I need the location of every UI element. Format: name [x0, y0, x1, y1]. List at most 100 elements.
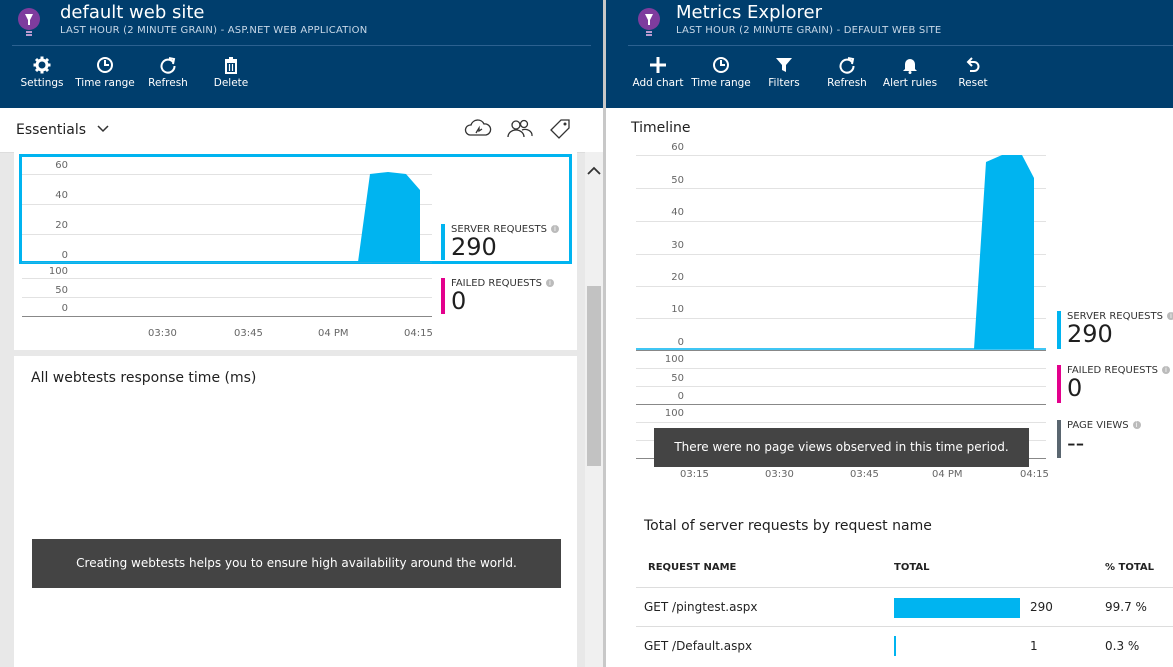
- plus-icon: [650, 57, 666, 73]
- server-requests-swatch: [441, 224, 445, 260]
- time-range-button[interactable]: Time range: [75, 56, 135, 89]
- server-requests-area: [22, 172, 432, 263]
- server-requests-label: SERVER REQUESTS i: [451, 224, 559, 235]
- info-icon[interactable]: i: [1161, 366, 1170, 374]
- request-name-cell: GET /pingtest.aspx: [644, 600, 758, 614]
- settings-button[interactable]: Settings: [18, 56, 66, 89]
- info-icon[interactable]: i: [550, 225, 559, 233]
- info-icon[interactable]: i: [545, 279, 554, 287]
- bell-icon: [903, 59, 917, 74]
- column-header-total[interactable]: TOTAL: [894, 562, 930, 573]
- y-tick-label: 0: [61, 250, 68, 261]
- y-tick-label: 50: [55, 285, 68, 296]
- alert-rules-button[interactable]: Alert rules: [882, 56, 938, 89]
- y-tick-label: 40: [55, 190, 68, 201]
- table-row[interactable]: GET /Default.aspx 1 0.3 %: [636, 627, 1173, 665]
- users-icon[interactable]: [506, 119, 534, 139]
- add-chart-button[interactable]: Add chart: [632, 56, 684, 89]
- refresh-icon: [160, 57, 176, 74]
- gridline: [636, 422, 1046, 423]
- scrollbar-thumb[interactable]: [587, 286, 601, 466]
- info-icon[interactable]: i: [1132, 421, 1141, 429]
- gridline: [636, 368, 1046, 369]
- scroll-up-icon[interactable]: [587, 166, 601, 176]
- time-range-button[interactable]: Time range: [691, 56, 751, 89]
- gridline: [22, 174, 432, 175]
- total-share-bar: [894, 636, 896, 656]
- percent-cell: 99.7 %: [1105, 600, 1147, 614]
- gear-icon: [33, 56, 51, 74]
- reset-button[interactable]: Reset: [951, 56, 995, 89]
- app-insights-lightbulb-icon: [638, 8, 660, 36]
- gridline: [636, 318, 1046, 319]
- y-tick-label: 100: [48, 266, 68, 277]
- y-tick-label: 20: [55, 220, 68, 231]
- essentials-toggle[interactable]: Essentials: [16, 122, 109, 138]
- clock-icon: [713, 57, 729, 73]
- header-divider: [12, 45, 591, 46]
- y-tick-label: 0: [61, 303, 68, 314]
- left-chart-panel: [14, 152, 577, 350]
- gridline: [22, 278, 432, 279]
- requests-table-title: Total of server requests by request name: [644, 518, 932, 534]
- x-tick-label: 03:15: [680, 469, 709, 480]
- y-tick-label: 0: [677, 391, 684, 402]
- right-blade-header: Metrics Explorer LAST HOUR (2 MINUTE GRA…: [606, 0, 1173, 108]
- x-tick-label: 04 PM: [318, 328, 349, 339]
- info-icon[interactable]: i: [1166, 312, 1173, 320]
- gridline: [636, 155, 1046, 156]
- settings-label: Settings: [20, 77, 64, 89]
- x-tick-label: 04:15: [1020, 469, 1049, 480]
- y-tick-label: 100: [664, 354, 684, 365]
- page-views-swatch: [1057, 420, 1061, 458]
- refresh-button[interactable]: Refresh: [822, 56, 872, 89]
- percent-cell: 0.3 %: [1105, 639, 1140, 653]
- delete-label: Delete: [213, 77, 249, 89]
- failed-requests-value: 0: [451, 287, 467, 315]
- delete-button[interactable]: Delete: [207, 56, 255, 89]
- undo-icon: [966, 57, 980, 72]
- server-requests-label: SERVER REQUESTS i: [1067, 311, 1173, 322]
- left-blade-header: default web site LAST HOUR (2 MINUTE GRA…: [0, 0, 603, 108]
- y-tick-label: 30: [671, 240, 684, 251]
- page-views-label: PAGE VIEWS i: [1067, 420, 1141, 431]
- gridline: [22, 204, 432, 205]
- cloud-icon[interactable]: [464, 119, 492, 139]
- filters-button[interactable]: Filters: [761, 56, 807, 89]
- request-name-cell: GET /Default.aspx: [644, 639, 753, 653]
- app-insights-lightbulb-icon: [18, 8, 40, 36]
- server-requests-area: [636, 155, 1046, 350]
- failed-requests-label: FAILED REQUESTS i: [1067, 365, 1170, 376]
- filter-icon: [776, 58, 792, 72]
- x-tick-label: 04:15: [404, 328, 433, 339]
- x-tick-label: 03:30: [765, 469, 794, 480]
- metrics-explorer-body: [606, 108, 1173, 667]
- y-tick-label: 60: [671, 142, 684, 153]
- failed-requests-swatch: [441, 278, 445, 314]
- page-subtitle: LAST HOUR (2 MINUTE GRAIN) - DEFAULT WEB…: [676, 25, 942, 36]
- y-tick-label: 40: [671, 207, 684, 218]
- trash-icon: [225, 57, 237, 74]
- table-row[interactable]: GET /pingtest.aspx 290 99.7 %: [636, 588, 1173, 626]
- y-tick-label: 10: [671, 304, 684, 315]
- refresh-label: Refresh: [827, 77, 867, 89]
- gridline: [22, 297, 432, 298]
- gridline: [636, 350, 1046, 351]
- refresh-button[interactable]: Refresh: [143, 56, 193, 89]
- x-tick-label: 03:45: [234, 328, 263, 339]
- page-views-value: --: [1067, 429, 1085, 457]
- refresh-label: Refresh: [148, 77, 188, 89]
- timeline-title: Timeline: [631, 120, 691, 136]
- total-cell: 1: [1030, 639, 1038, 653]
- webtests-empty-message: Creating webtests helps you to ensure hi…: [32, 539, 561, 588]
- tag-icon[interactable]: [548, 118, 572, 140]
- column-header-request-name[interactable]: REQUEST NAME: [648, 562, 737, 573]
- failed-requests-value: 0: [1067, 374, 1083, 402]
- y-tick-label: 20: [671, 272, 684, 283]
- column-header-percent-total[interactable]: % TOTAL: [1105, 562, 1154, 573]
- time-range-label: Time range: [75, 77, 135, 89]
- webtests-panel: All webtests response time (ms): [14, 356, 577, 667]
- essentials-label: Essentials: [16, 122, 87, 138]
- gridline: [636, 254, 1046, 255]
- gridline: [636, 386, 1046, 387]
